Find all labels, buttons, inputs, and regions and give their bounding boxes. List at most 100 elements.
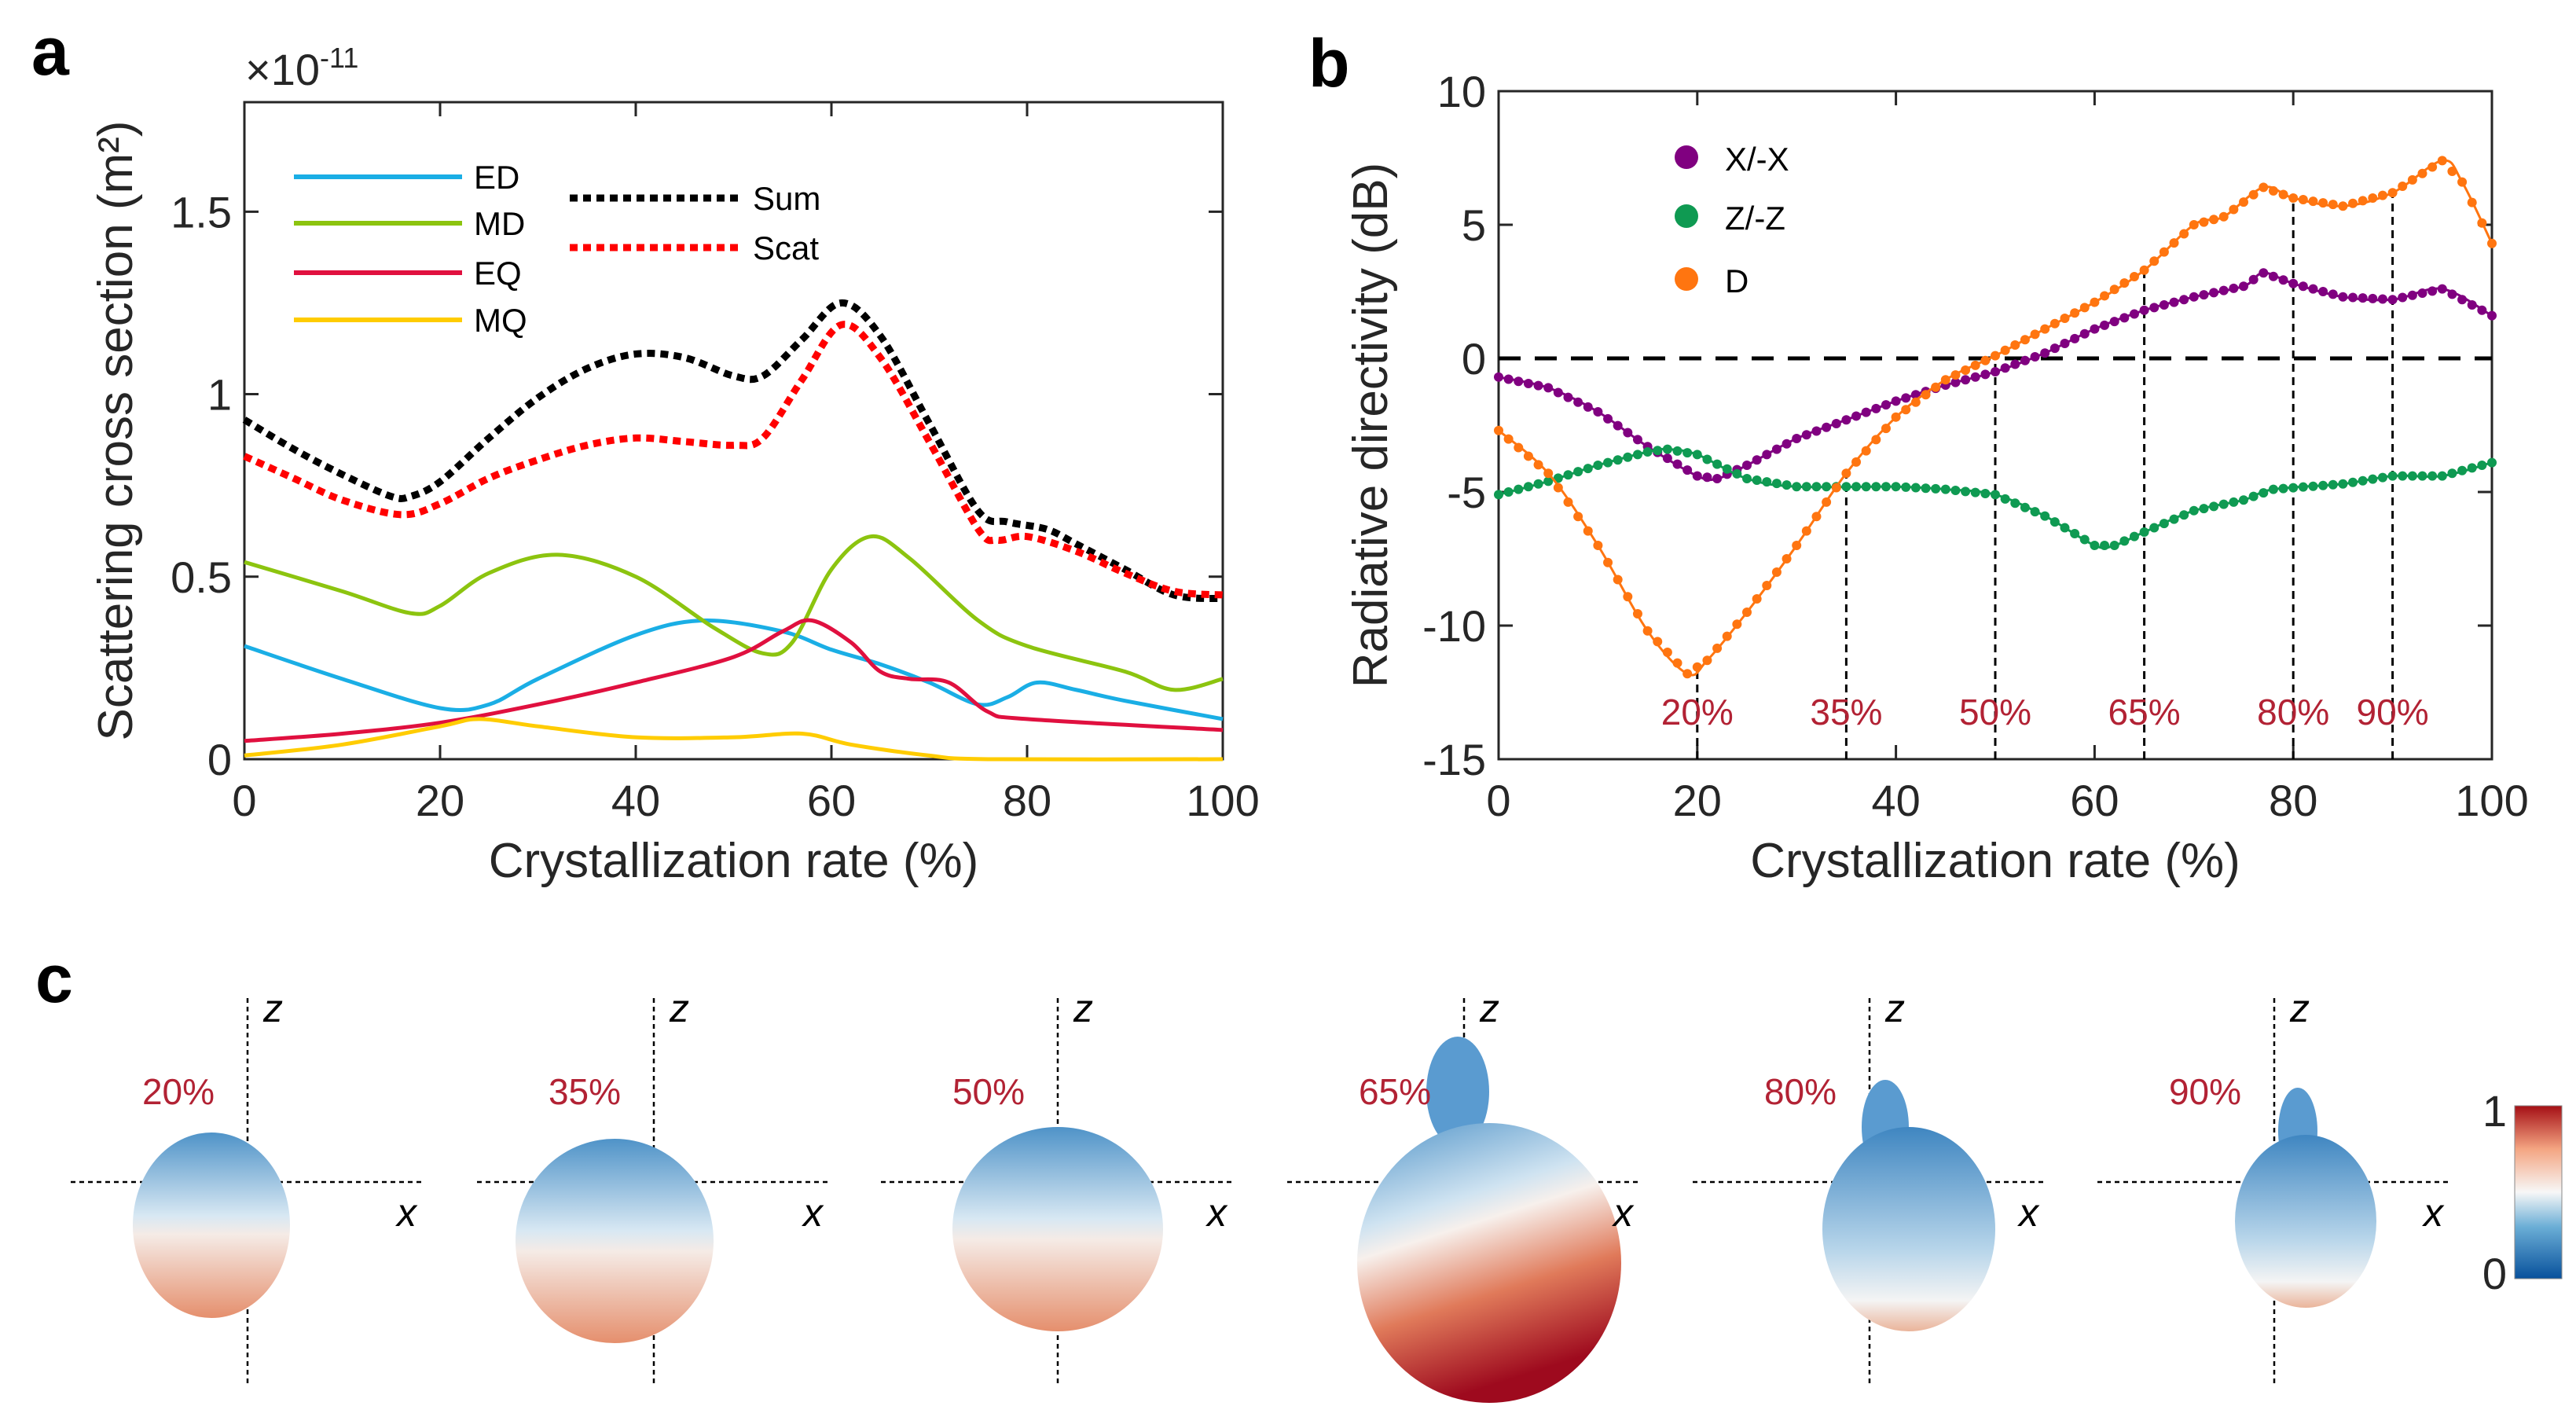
legend-label-md: MD [474, 205, 525, 242]
data-point-z/-z [1632, 450, 1642, 460]
data-point-x/-x [2060, 338, 2070, 348]
data-point-d [2159, 247, 2169, 257]
data-point-x/-x [2427, 286, 2438, 296]
data-point-z/-z [1991, 490, 2000, 500]
data-point-x/-x [1523, 378, 1533, 388]
data-point-z/-z [1752, 475, 1762, 486]
series-line-eq [244, 618, 1224, 743]
data-point-x/-x [1961, 375, 1971, 385]
z-axis-label: z [1884, 986, 1905, 1030]
data-point-d [1861, 446, 1871, 456]
data-point-d [2129, 271, 2139, 281]
data-point-x/-x [1861, 407, 1871, 417]
data-point-z/-z [1623, 452, 1633, 462]
data-point-x/-x [1752, 455, 1762, 465]
y-tick-label: 0 [1462, 334, 1486, 384]
data-point-x/-x [1583, 402, 1593, 412]
data-point-z/-z [1931, 483, 1941, 494]
data-point-d [1503, 434, 1514, 444]
data-point-x/-x [1801, 430, 1811, 440]
data-point-d [1662, 648, 1672, 657]
data-point-x/-x [2288, 278, 2299, 288]
y-tick-label: 1 [207, 370, 232, 420]
data-point-d [2149, 256, 2160, 266]
data-point-x/-x [1901, 393, 1911, 403]
y-tick-label: -10 [1422, 601, 1486, 651]
data-point-x/-x [2020, 355, 2030, 365]
series-line-mq [244, 717, 1224, 762]
data-point-x/-x [2407, 290, 2417, 300]
data-point-x/-x [2169, 297, 2179, 307]
data-point-d [2229, 204, 2239, 215]
data-point-x/-x [2338, 292, 2348, 302]
data-point-z/-z [2139, 527, 2149, 537]
legend-marker-z/-z [1675, 204, 1698, 228]
data-point-z/-z [1662, 444, 1672, 454]
legend-label: X/-X [1725, 141, 1789, 178]
legend-label-scat: Scat [753, 229, 819, 266]
data-point-z/-z [2049, 517, 2060, 527]
data-point-z/-z [1682, 448, 1693, 458]
data-point-z/-z [2040, 511, 2050, 521]
data-point-d [1910, 397, 1921, 407]
data-point-x/-x [1632, 435, 1642, 445]
z-axis-label: z [1073, 986, 1093, 1030]
data-point-z/-z [1653, 446, 1663, 456]
radiation-pattern-65: 65% z x [1287, 986, 1641, 1403]
data-point-x/-x [2000, 363, 2010, 373]
marker-label-65: 65% [2108, 692, 2181, 732]
pattern-label: 90% [2169, 1071, 2241, 1112]
data-point-z/-z [2398, 471, 2408, 481]
data-point-x/-x [1771, 444, 1782, 454]
data-point-x/-x [1950, 377, 1961, 387]
data-point-z/-z [2248, 491, 2259, 501]
pattern-label: 35% [549, 1071, 621, 1112]
y-tick-label: -15 [1422, 735, 1486, 784]
data-point-z/-z [2278, 483, 2288, 494]
data-point-x/-x [2229, 283, 2239, 293]
data-point-d [2377, 190, 2387, 200]
panel-label-b: b [1308, 26, 1350, 101]
data-point-z/-z [1732, 468, 1742, 479]
data-point-z/-z [1811, 482, 1822, 492]
y-axis-label: Radiative directivity (dB) [1344, 163, 1398, 688]
data-point-x/-x [1841, 415, 1851, 425]
data-point-d [2358, 196, 2368, 206]
data-point-d [1623, 592, 1633, 602]
data-point-d [1712, 643, 1723, 653]
data-point-x/-x [2417, 288, 2427, 299]
data-point-z/-z [1603, 457, 1613, 468]
data-point-z/-z [2229, 497, 2239, 507]
data-point-z/-z [1613, 455, 1623, 465]
data-point-d [1921, 390, 1931, 400]
data-point-d [1752, 594, 1762, 604]
data-point-d [1543, 468, 1554, 479]
data-point-d [2209, 215, 2219, 225]
data-point-d [1533, 460, 1543, 470]
data-point-x/-x [2159, 300, 2169, 310]
data-point-x/-x [1623, 428, 1633, 438]
data-point-d [1742, 608, 1752, 617]
pattern-label: 65% [1359, 1071, 1431, 1112]
data-point-z/-z [2159, 519, 2169, 529]
data-point-z/-z [1503, 487, 1514, 497]
data-point-x/-x [1514, 376, 1524, 387]
data-point-z/-z [1970, 487, 1980, 497]
data-point-x/-x [2348, 292, 2358, 303]
data-point-z/-z [1841, 482, 1851, 492]
data-point-x/-x [1762, 450, 1772, 460]
data-point-x/-x [1573, 397, 1583, 407]
data-point-d [1563, 497, 1573, 507]
data-point-d [1494, 425, 1503, 435]
data-point-z/-z [2308, 481, 2318, 491]
data-point-d [2020, 335, 2030, 345]
x-tick-label: 0 [1486, 776, 1510, 825]
x-tick-label: 40 [611, 776, 660, 825]
x-axis-label: x [2422, 1191, 2445, 1235]
data-point-z/-z [2377, 472, 2387, 483]
data-point-x/-x [2218, 285, 2229, 296]
data-point-z/-z [2100, 541, 2110, 550]
data-point-d [1871, 435, 1881, 445]
data-point-z/-z [2030, 507, 2040, 517]
data-point-x/-x [1692, 471, 1702, 481]
